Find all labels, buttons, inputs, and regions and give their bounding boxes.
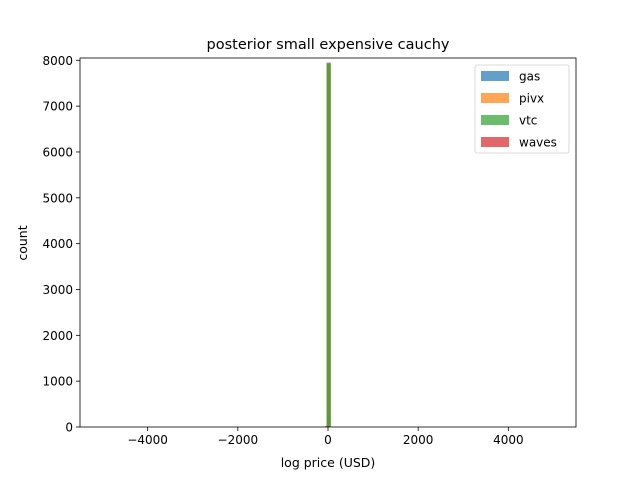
y-tick-label: 8000 [42,54,73,68]
legend-label-pivx: pivx [519,92,544,106]
histogram-bars [325,62,331,428]
bar-vtc [326,63,331,428]
bar-waves [325,426,330,427]
y-tick-label: 2000 [42,329,73,343]
y-tick-label: 4000 [42,237,73,251]
legend-swatch-gas [481,71,509,81]
y-tick-label: 0 [65,421,73,435]
legend-swatch-vtc [481,115,509,125]
legend-label-gas: gas [519,70,540,84]
x-tick-label: −4000 [127,433,168,447]
x-axis-ticks: −4000 −2000 0 2000 4000 [127,427,524,447]
legend-swatch-pivx [481,93,509,103]
y-tick-label: 6000 [42,145,73,159]
y-tick-label: 7000 [42,100,73,114]
y-tick-label: 1000 [42,375,73,389]
y-tick-label: 3000 [42,283,73,297]
legend: gas pivx vtc waves [474,64,570,154]
y-axis-label: count [15,225,30,260]
x-tick-label: 2000 [403,433,434,447]
legend-label-vtc: vtc [519,114,537,128]
x-axis-label: log price (USD) [281,455,376,470]
y-axis-ticks: 0 1000 2000 3000 4000 5000 6000 7000 8000 [42,54,80,435]
x-tick-label: 0 [324,433,332,447]
x-tick-label: 4000 [493,433,524,447]
legend-swatch-waves [481,137,509,147]
legend-frame [474,64,570,154]
y-tick-label: 5000 [42,191,73,205]
chart-title: posterior small expensive cauchy [207,37,450,53]
legend-label-waves: waves [519,136,557,150]
x-tick-label: −2000 [218,433,259,447]
